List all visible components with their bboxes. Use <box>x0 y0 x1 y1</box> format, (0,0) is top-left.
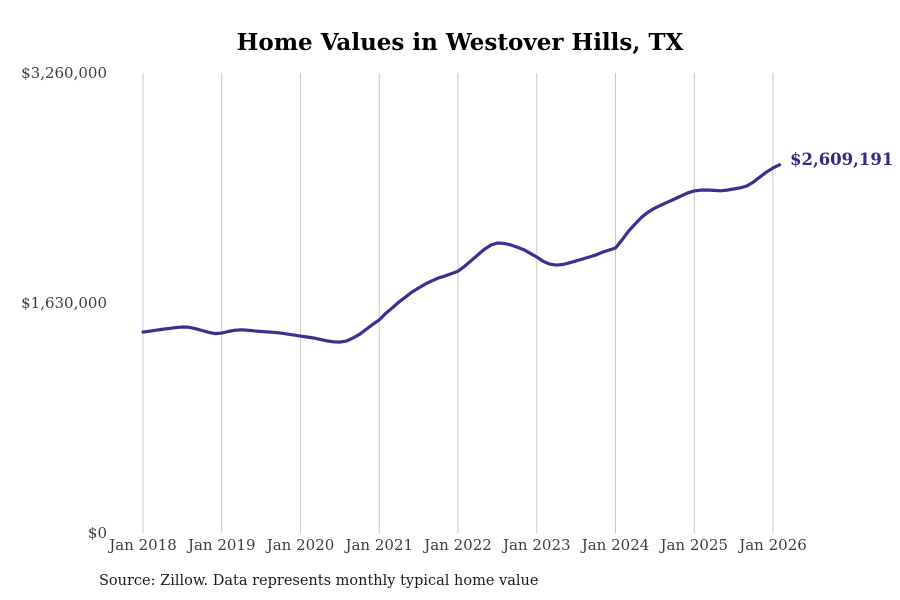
source-note: Source: Zillow. Data represents monthly … <box>99 573 539 589</box>
latest-value-label: $2,609,191 <box>790 150 894 169</box>
x-axis-tick-label: Jan 2019 <box>187 536 256 554</box>
x-axis-tick-label: Jan 2022 <box>424 536 492 554</box>
y-axis-tick-label: $1,630,000 <box>21 294 107 312</box>
y-axis: $0 $1,630,000 $3,260,000 <box>0 0 107 600</box>
chart-title: Home Values in Westover Hills, TX <box>236 29 684 56</box>
y-axis-tick-label: $0 <box>87 524 107 542</box>
x-axis-tick-label: Jan 2025 <box>660 536 729 554</box>
x-axis-tick-label: Jan 2024 <box>581 536 650 554</box>
x-axis-tick-label: Jan 2023 <box>502 536 571 554</box>
x-axis-tick-label: Jan 2018 <box>109 536 177 554</box>
x-axis-tick-label: Jan 2020 <box>266 536 335 554</box>
x-axis-tick-label: Jan 2021 <box>345 536 414 554</box>
x-axis-tick-label: Jan 2026 <box>739 536 807 554</box>
y-axis-tick-label: $3,260,000 <box>21 64 107 82</box>
x-axis: Jan 2018 Jan 2019 Jan 2020 Jan 2021 Jan 2022… <box>0 536 900 558</box>
home-value-line <box>141 163 782 344</box>
